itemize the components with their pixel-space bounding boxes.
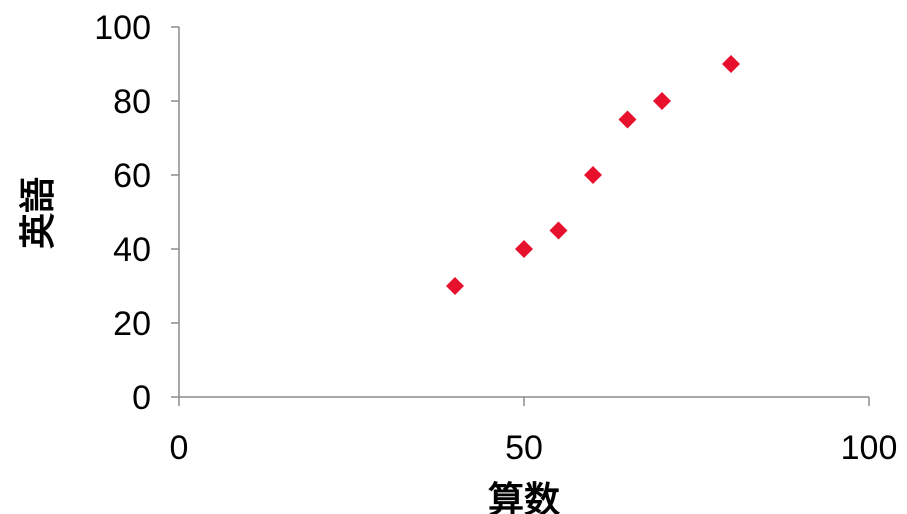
y-tick-label: 100 — [94, 9, 151, 47]
data-point — [515, 240, 533, 258]
y-axis-title: 英語 — [18, 177, 59, 249]
data-point — [722, 55, 740, 73]
data-points — [446, 55, 740, 295]
y-axis-ticks: 0 20 40 60 80 100 — [94, 9, 179, 417]
data-point — [618, 110, 637, 129]
y-tick-label: 60 — [113, 157, 151, 195]
x-tick-label: 0 — [170, 429, 189, 467]
y-tick-label: 20 — [113, 305, 151, 343]
data-point — [549, 221, 568, 240]
data-point — [584, 166, 602, 184]
x-tick-label: 100 — [841, 429, 898, 467]
x-tick-label: 50 — [505, 429, 543, 467]
y-tick-label: 80 — [113, 83, 151, 121]
x-axis-title: 算数 — [488, 480, 560, 514]
y-tick-label: 0 — [132, 379, 151, 417]
data-point — [653, 92, 671, 110]
y-tick-label: 40 — [113, 231, 151, 269]
data-point — [446, 277, 464, 295]
x-axis-ticks: 0 50 100 — [170, 397, 898, 467]
